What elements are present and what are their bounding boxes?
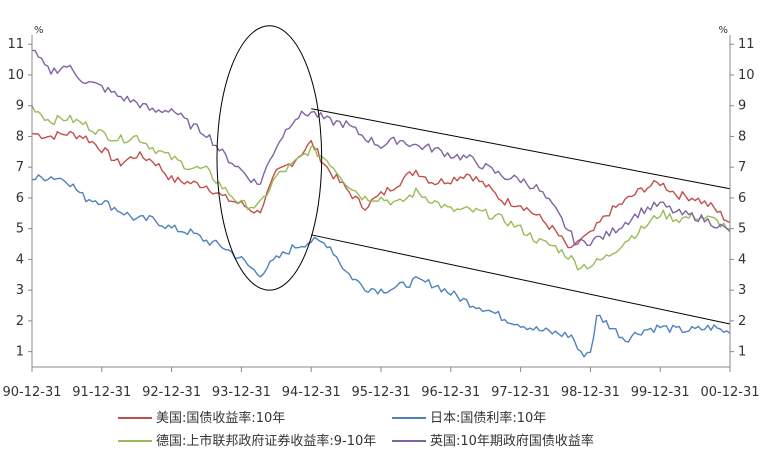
left-tick-label: 5 — [16, 222, 24, 237]
left-tick-label: 1 — [16, 345, 24, 360]
left-tick-label: 8 — [16, 129, 24, 144]
x-tick-label: 91-12-31 — [72, 385, 131, 400]
left-tick-label: 2 — [16, 314, 24, 329]
right-tick-label: 1 — [738, 345, 746, 360]
left-axis-unit: % — [34, 25, 44, 36]
left-tick-label: 4 — [16, 252, 24, 267]
right-tick-label: 3 — [738, 283, 746, 298]
legend-label-uk: 英国:10年期政府国债收益率 — [430, 433, 594, 449]
left-tick-label: 9 — [16, 99, 24, 114]
right-tick-label: 4 — [738, 252, 746, 267]
left-tick-label: 6 — [16, 191, 24, 206]
right-y-axis: % 1 2 3 4 5 6 7 8 9 10 11 — [718, 25, 755, 367]
legend-label-us: 美国:国债收益率:10年 — [156, 410, 285, 426]
x-tick-label: 92-12-31 — [142, 385, 201, 400]
left-tick-label: 3 — [16, 283, 24, 298]
trend-line-2 — [311, 234, 731, 325]
series-line-de — [31, 105, 731, 271]
x-tick-label: 96-12-31 — [421, 385, 480, 400]
right-tick-label: 9 — [738, 99, 746, 114]
left-y-axis: % 1 2 3 4 5 6 7 8 9 10 11 — [7, 25, 44, 367]
x-tick-label: 97-12-31 — [491, 385, 550, 400]
right-tick-label: 6 — [738, 191, 746, 206]
legend-label-de: 德国:上市联邦政府证券收益率:9-10年 — [156, 433, 376, 449]
x-tick-label: 93-12-31 — [212, 385, 271, 400]
legend-label-jp: 日本:国债利率:10年 — [430, 410, 546, 426]
left-tick-label: 11 — [7, 37, 24, 52]
highlight-ellipse — [216, 25, 323, 291]
right-tick-label: 11 — [738, 37, 755, 52]
right-tick-label: 8 — [738, 129, 746, 144]
x-tick-label: 94-12-31 — [282, 385, 341, 400]
series-line-jp — [31, 174, 731, 358]
right-tick-label: 5 — [738, 222, 746, 237]
right-tick-label: 2 — [738, 314, 746, 329]
x-tick-label: 99-12-31 — [631, 385, 690, 400]
series-line-uk — [31, 49, 731, 247]
right-tick-label: 10 — [738, 68, 755, 83]
trend-line-1 — [311, 108, 731, 190]
x-tick-label: 00-12-31 — [700, 385, 759, 400]
x-axis: 90-12-31 91-12-31 92-12-31 93-12-31 94-12-31… — [2, 366, 760, 400]
right-tick-label: 7 — [738, 160, 746, 175]
x-tick-label: 90-12-31 — [2, 385, 61, 400]
legend: 美国:国债收益率:10年 日本:国债利率:10年德国:上市联邦政府证券收益率:9-… — [118, 410, 594, 449]
x-tick-label: 95-12-31 — [351, 385, 410, 400]
x-tick-label: 98-12-31 — [561, 385, 620, 400]
left-tick-label: 7 — [16, 160, 24, 175]
plot-area — [31, 25, 731, 358]
right-axis-unit: % — [718, 25, 728, 36]
left-tick-label: 10 — [7, 68, 24, 83]
series-line-us — [31, 130, 731, 249]
